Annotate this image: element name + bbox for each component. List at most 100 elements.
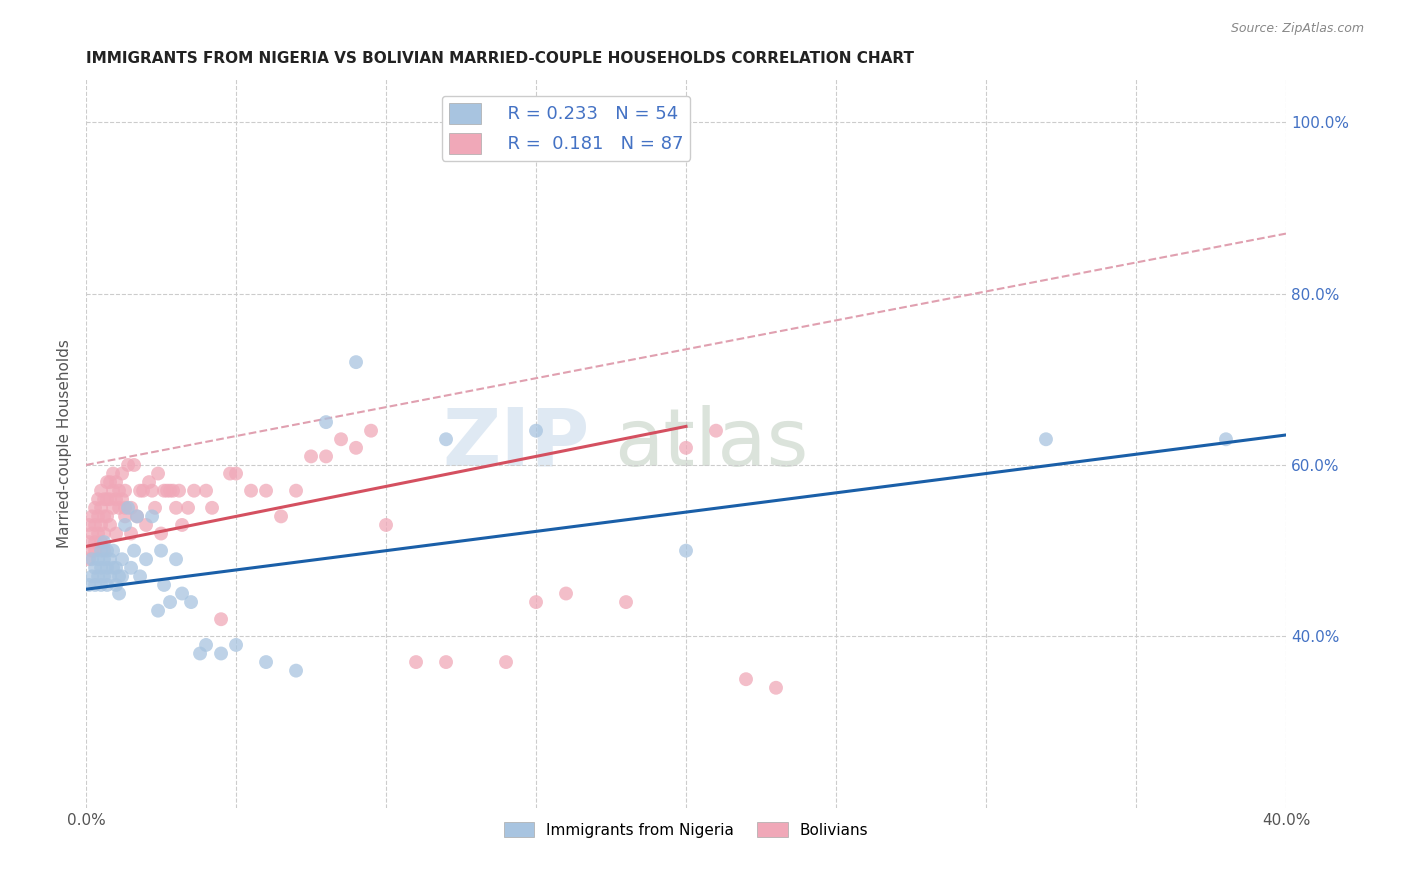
Point [614,595,637,609]
Point [120,526,142,541]
Point [93,492,115,507]
Point [344,441,367,455]
Y-axis label: Married-couple Households: Married-couple Households [58,339,72,548]
Point [114,509,136,524]
Point [114,500,136,515]
Point [209,612,232,626]
Point [225,638,247,652]
Point [98,552,121,566]
Point [117,500,139,515]
Point [150,526,173,541]
Point [111,569,134,583]
Point [120,500,142,515]
Point [159,595,181,609]
Point [84,500,107,515]
Point [108,483,131,498]
Point [108,586,131,600]
Point [122,458,145,472]
Point [90,578,112,592]
Point [108,500,131,515]
Point [138,475,160,489]
Point [93,569,115,583]
Point [80,552,103,566]
Point [170,518,193,533]
Point [101,561,124,575]
Point [405,655,427,669]
Point [98,569,121,583]
Point [195,638,218,652]
Point [90,561,112,575]
Point [98,492,121,507]
Point [111,467,134,481]
Point [219,467,242,481]
Point [87,552,110,566]
Point [153,578,176,592]
Point [111,552,134,566]
Point [87,526,110,541]
Point [156,483,179,498]
Point [93,509,115,524]
Point [105,492,128,507]
Point [90,483,112,498]
Point [105,561,128,575]
Point [77,578,100,592]
Point [93,526,115,541]
Point [96,475,118,489]
Point [84,518,107,533]
Point [87,509,110,524]
Point [129,483,152,498]
Point [125,509,148,524]
Point [183,483,205,498]
Point [1035,432,1057,446]
Legend: Immigrants from Nigeria, Bolivians: Immigrants from Nigeria, Bolivians [498,815,875,844]
Point [240,483,263,498]
Point [254,483,277,498]
Point [153,483,176,498]
Point [96,561,118,575]
Point [344,355,367,369]
Point [735,672,758,686]
Point [285,664,308,678]
Point [93,535,115,549]
Point [98,475,121,489]
Point [84,535,107,549]
Point [495,655,517,669]
Point [105,578,128,592]
Point [90,535,112,549]
Point [84,578,107,592]
Point [98,518,121,533]
Point [135,552,157,566]
Point [90,518,112,533]
Point [114,483,136,498]
Point [177,500,200,515]
Point [209,647,232,661]
Point [101,500,124,515]
Point [93,543,115,558]
Point [555,586,578,600]
Point [135,518,157,533]
Point [675,543,697,558]
Point [165,500,187,515]
Point [84,561,107,575]
Point [90,543,112,558]
Point [434,655,457,669]
Point [96,492,118,507]
Point [84,543,107,558]
Point [162,483,184,498]
Point [101,543,124,558]
Point [77,535,100,549]
Point [96,543,118,558]
Point [80,526,103,541]
Point [146,467,169,481]
Point [360,424,382,438]
Point [132,483,155,498]
Point [167,483,190,498]
Point [524,424,547,438]
Point [141,483,163,498]
Point [188,647,211,661]
Point [180,595,202,609]
Point [96,509,118,524]
Point [146,604,169,618]
Point [108,569,131,583]
Point [80,543,103,558]
